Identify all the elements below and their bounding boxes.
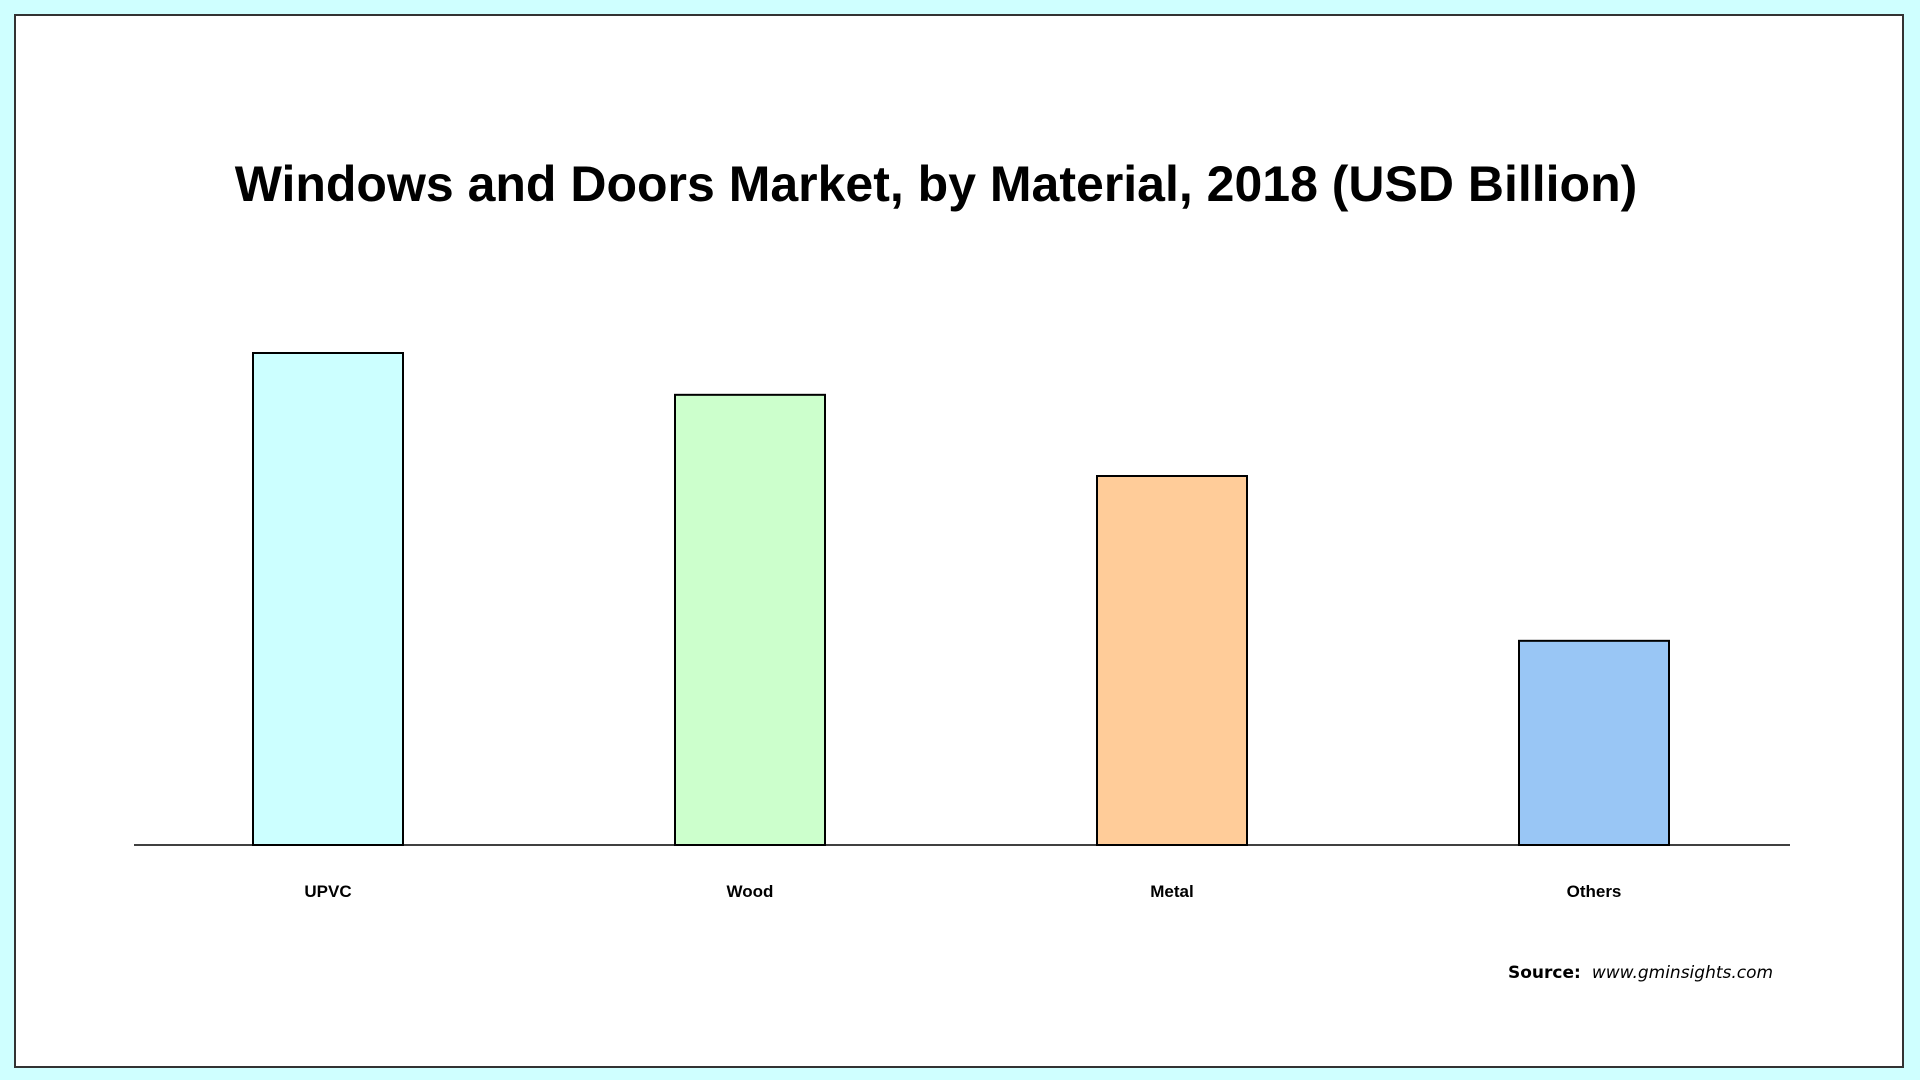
x-tick-label-upvc: UPVC bbox=[304, 882, 351, 901]
bar-wood bbox=[674, 393, 826, 846]
bars-group bbox=[252, 352, 1670, 846]
bar-others bbox=[1518, 639, 1670, 846]
chart-title: Windows and Doors Market, by Material, 2… bbox=[235, 156, 1638, 212]
x-tick-label-wood: Wood bbox=[727, 882, 774, 901]
x-tick-label-others: Others bbox=[1567, 882, 1622, 901]
x-tick-label-metal: Metal bbox=[1150, 882, 1193, 901]
source-note: Source: www.gminsights.com bbox=[1508, 963, 1773, 983]
source-label: Source: bbox=[1508, 963, 1581, 983]
source-url[interactable]: www.gminsights.com bbox=[1591, 963, 1774, 983]
x-tick-labels: UPVC Wood Metal Others bbox=[304, 882, 1621, 901]
bar-upvc bbox=[252, 352, 404, 846]
bar-metal bbox=[1096, 475, 1248, 846]
